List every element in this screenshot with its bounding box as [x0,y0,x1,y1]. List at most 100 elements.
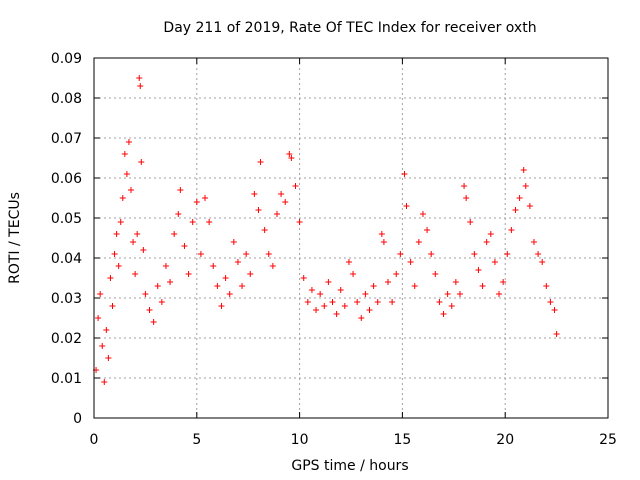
data-point-marker [500,279,507,285]
data-point-marker [146,307,153,313]
data-point-marker [397,251,404,257]
data-point-marker [230,239,237,245]
data-point-marker [103,327,110,333]
data-point-marker [167,279,174,285]
data-point-marker [134,231,141,237]
y-tick-label: 0.02 [51,331,82,347]
data-point-marker [325,279,332,285]
data-point-marker [142,291,149,297]
data-point-marker [520,167,527,173]
data-point-marker [407,259,414,265]
y-tick-label: 0 [73,411,82,427]
data-point-marker [424,227,431,233]
data-point-marker [150,319,157,325]
data-point-marker [483,239,490,245]
data-point-marker [218,303,225,309]
data-point-marker [121,151,128,157]
data-point-marker [471,251,478,257]
data-point-marker [380,239,387,245]
data-point-marker [177,187,184,193]
axis-ticks [93,57,609,419]
data-point-marker [452,279,459,285]
data-point-marker [288,155,295,161]
data-point-marker [308,287,315,293]
data-point-marker [504,251,511,257]
data-point-marker [512,207,519,213]
y-tick-label: 0.04 [51,251,82,267]
data-point-marker [491,259,498,265]
data-point-marker [210,263,217,269]
data-point-marker [463,195,470,201]
data-point-marker [128,187,135,193]
chart-title: Day 211 of 2019, Rate Of TEC Index for r… [163,20,536,36]
data-point-marker [189,219,196,225]
data-point-marker [119,195,126,201]
data-point-marker [374,299,381,305]
data-point-marker [440,311,447,317]
data-point-marker [526,203,533,209]
y-tick-label: 0.01 [51,371,82,387]
data-point-marker [403,203,410,209]
data-point-marker [181,243,188,249]
data-point-marker [261,227,268,233]
data-point-marker [370,283,377,289]
data-point-marker [132,271,139,277]
data-point-marker [448,303,455,309]
data-point-marker [539,259,546,265]
data-point-marker [456,291,463,297]
data-point-marker [321,303,328,309]
data-point-marker [479,283,486,289]
data-point-marker [432,271,439,277]
data-point-marker [97,291,104,297]
data-point-marker [350,271,357,277]
y-axis-label: ROTI / TECUs [7,192,23,284]
data-point-marker [543,283,550,289]
x-tick-label: 0 [90,432,99,448]
data-point-marker [278,191,285,197]
data-point-marker [105,355,112,361]
data-point-marker [175,211,182,217]
data-point-marker [255,207,262,213]
data-points [93,75,560,385]
x-tick-label: 20 [496,432,514,448]
data-point-marker [257,159,264,165]
data-point-marker [282,199,289,205]
y-tick-labels: 0 0.01 0.02 0.03 0.04 0.05 0.06 0.07 0.08 0.09 [51,51,82,427]
data-point-marker [508,227,515,233]
data-point-marker [345,259,352,265]
data-point-marker [553,331,560,337]
data-point-marker [475,267,482,273]
data-point-marker [171,231,178,237]
y-tick-label: 0.06 [51,171,82,187]
data-point-marker [530,239,537,245]
data-point-marker [234,259,241,265]
data-point-marker [393,271,400,277]
plot-frame [93,57,609,419]
data-point-marker [428,251,435,257]
x-tick-label: 15 [393,432,411,448]
data-point-marker [341,303,348,309]
data-point-marker [444,291,451,297]
y-tick-label: 0.07 [51,131,82,147]
data-point-marker [214,283,221,289]
data-point-marker [197,251,204,257]
data-point-marker [137,83,144,89]
data-point-marker [378,231,385,237]
data-point-marker [389,299,396,305]
data-point-marker [243,251,250,257]
data-point-marker [535,251,542,257]
data-point-marker [411,283,418,289]
data-point-marker [551,307,558,313]
data-point-marker [436,299,443,305]
x-tick-labels: 0 5 10 15 20 25 [90,432,617,448]
data-point-marker [265,251,272,257]
data-point-marker [123,171,130,177]
data-point-marker [358,315,365,321]
data-point-marker [366,307,373,313]
data-point-marker [99,343,106,349]
data-point-marker [401,171,408,177]
data-point-marker [419,211,426,217]
data-point-marker [239,283,246,289]
